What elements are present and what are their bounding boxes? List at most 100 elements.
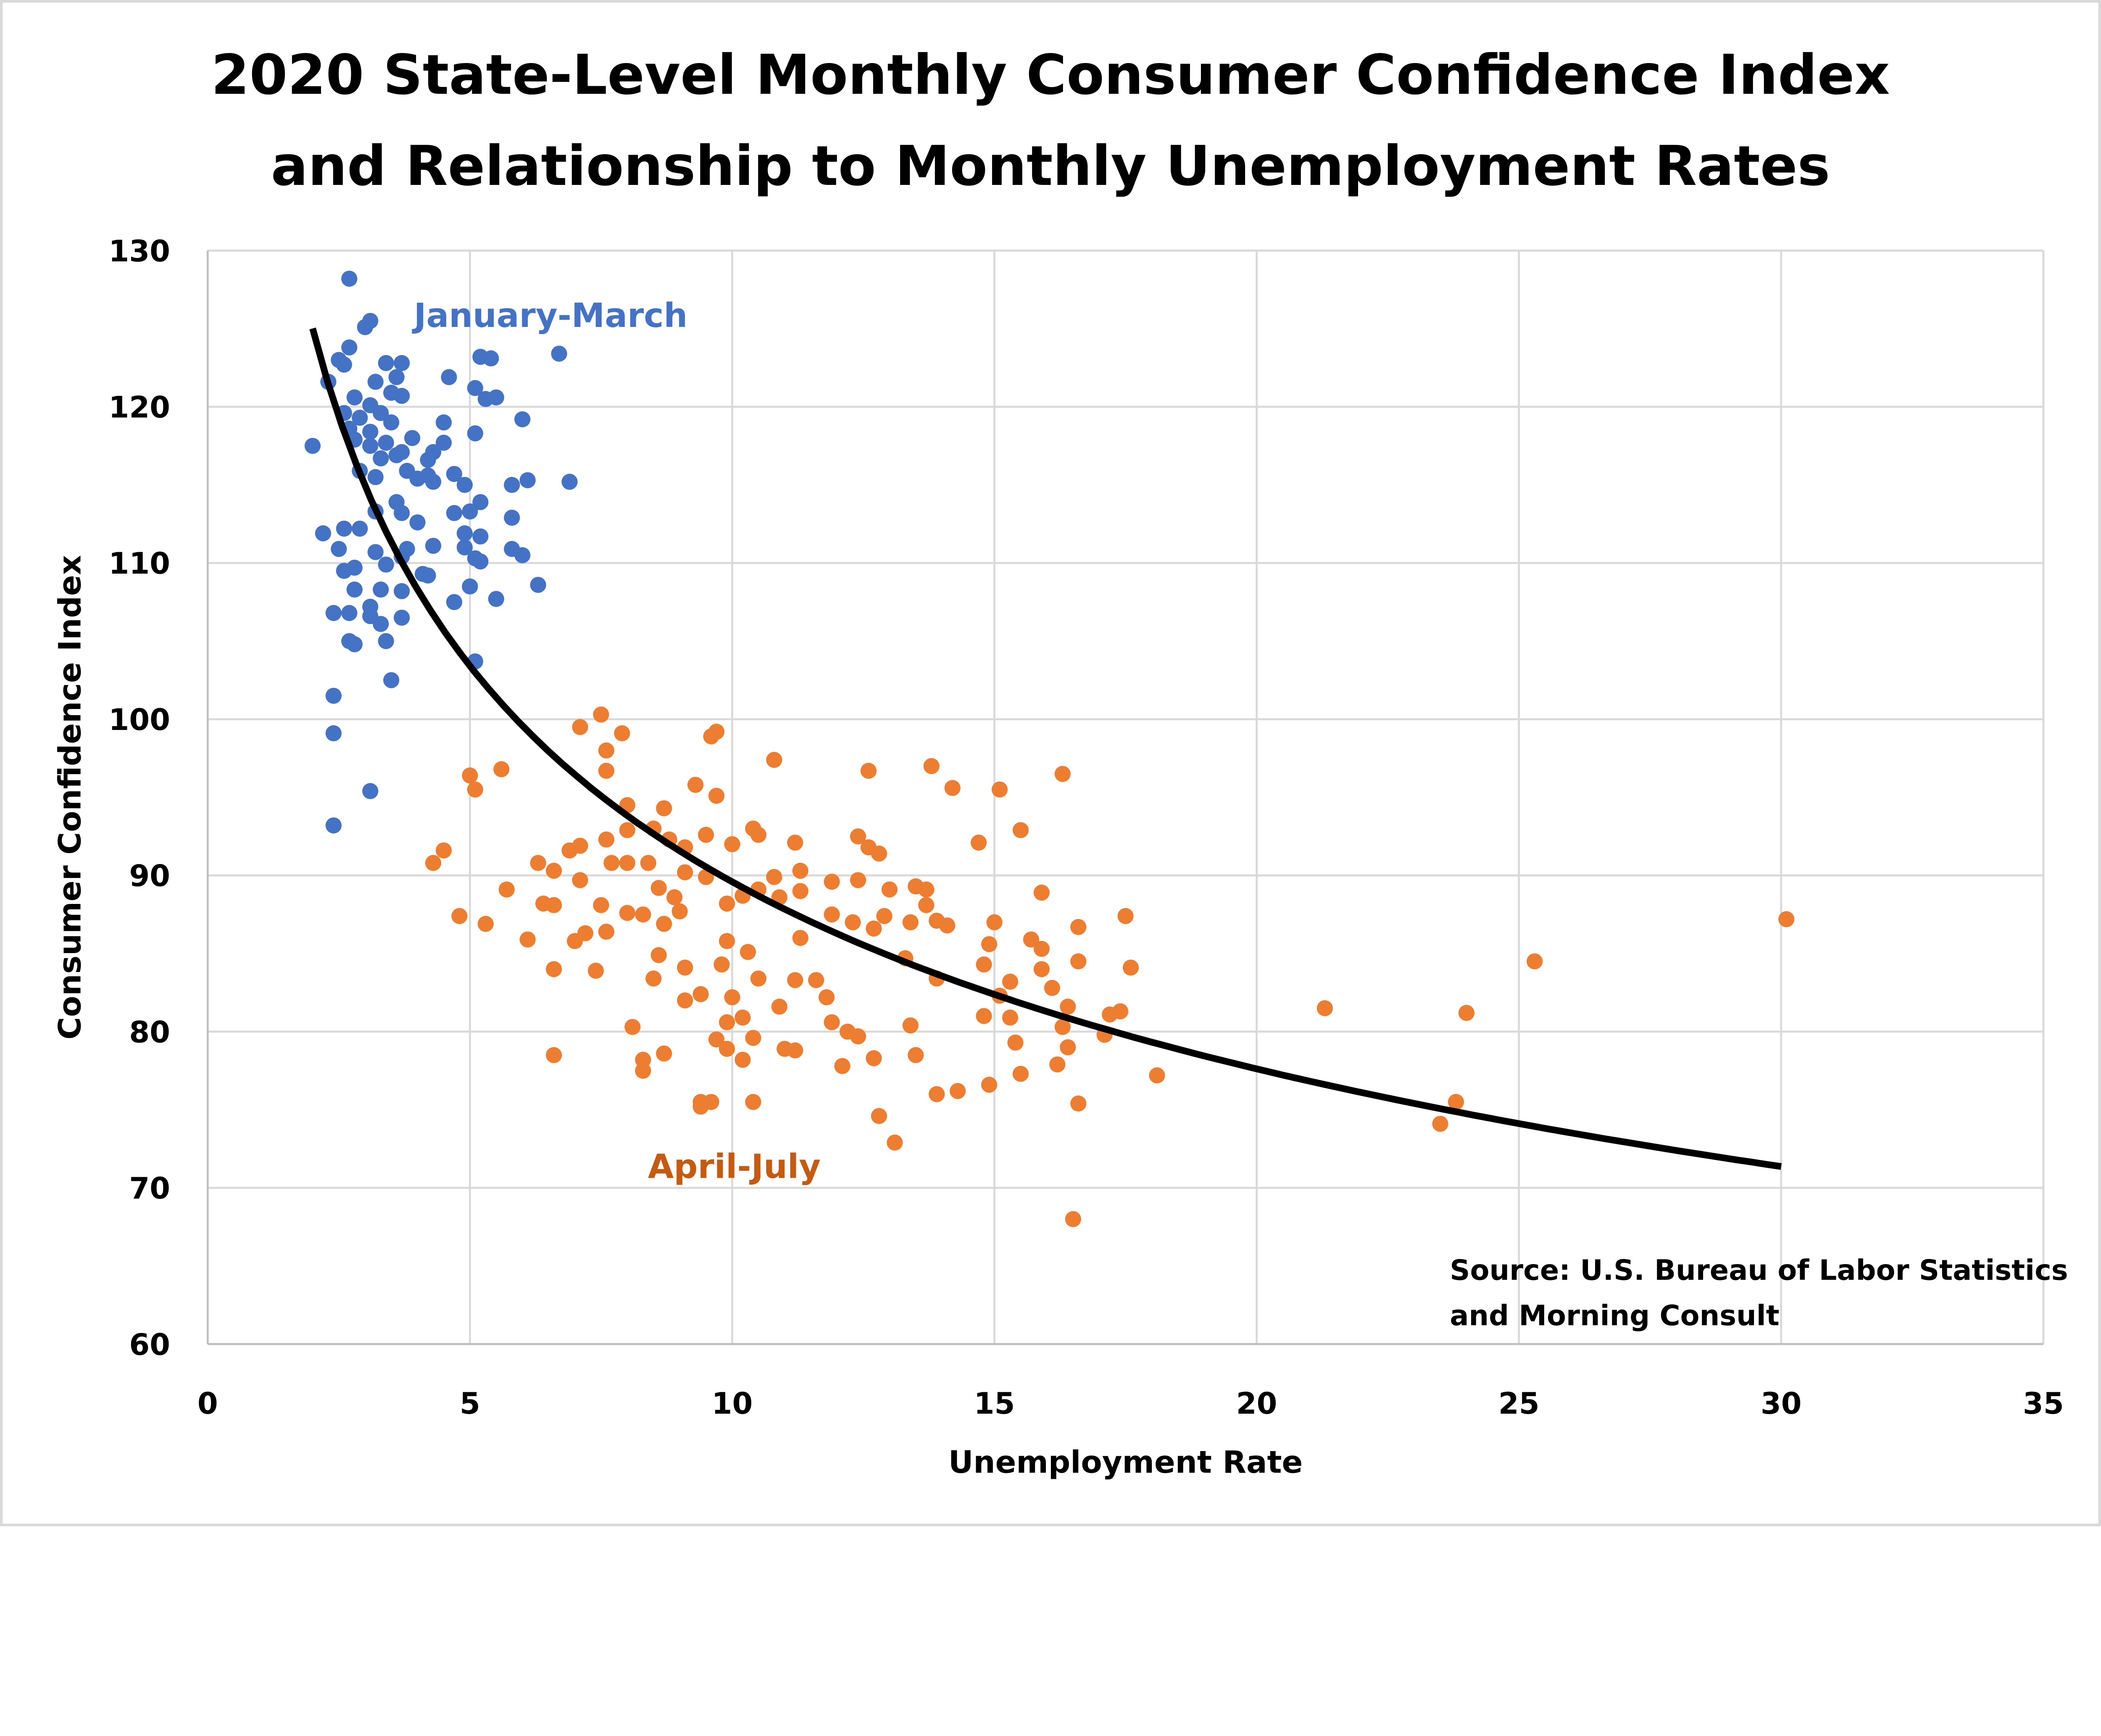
data-point-january-march [341,271,358,287]
data-point-january-march [446,505,463,521]
data-point-january-march [456,525,473,542]
data-point-april-july [1112,1003,1129,1019]
data-point-january-march [346,559,363,576]
data-point-april-july [603,855,620,871]
data-point-april-july [1316,1000,1333,1017]
data-point-april-july [923,758,940,774]
y-tick-label: 90 [129,859,170,893]
data-point-april-july [792,930,808,946]
data-point-april-july [1778,911,1795,927]
data-point-april-july [1002,973,1019,990]
data-point-april-july [1033,961,1050,977]
data-point-january-march [362,424,379,440]
data-point-april-july [866,920,882,937]
data-point-april-july [740,944,756,960]
data-point-january-march [393,609,410,626]
data-point-april-july [598,923,615,940]
data-point-april-july [824,873,840,890]
x-axis-label: Unemployment Rate [948,1444,1303,1480]
data-point-january-march [488,389,504,406]
data-point-april-july [519,931,536,948]
data-point-january-march [488,591,504,607]
data-point-april-july [640,855,656,871]
data-point-january-march [435,414,452,431]
data-point-april-july [850,872,866,888]
data-point-april-july [545,897,562,913]
data-point-april-july [991,781,1008,798]
x-tick-label: 35 [2023,1386,2064,1421]
data-point-january-march [346,636,363,653]
data-point-january-march [388,447,405,464]
data-points [304,271,1795,1228]
data-point-april-july [939,917,956,934]
data-point-january-march [441,369,457,385]
data-point-january-march [373,581,389,598]
data-point-april-july [698,827,714,843]
data-point-january-march [383,672,400,688]
data-point-april-july [881,881,898,898]
data-point-april-july [1060,1039,1076,1056]
data-point-april-july [572,838,588,854]
data-point-april-july [745,1094,761,1110]
x-tick-label: 30 [1761,1386,1802,1421]
data-point-january-march [472,528,489,545]
data-point-january-march [462,578,478,595]
x-tick-label: 15 [974,1386,1015,1421]
data-point-april-july [545,862,562,879]
gridlines [206,249,2045,1345]
data-point-april-july [1033,940,1050,957]
data-point-april-july [1054,1019,1071,1035]
data-point-january-march [383,414,400,431]
data-point-april-july [708,788,725,804]
data-point-april-july [477,916,494,932]
tick-labels: 60 70 80 90 100 110 120 130 0 5 10 15 20 25 30 35 [109,234,2064,1421]
data-point-january-march [378,556,394,573]
data-point-april-july [614,725,630,742]
data-point-april-july [850,1028,866,1045]
data-point-april-july [572,719,588,735]
chart-title-line-1: 2020 State-Level Monthly Consumer Confid… [211,43,1890,107]
data-point-january-march [367,469,384,485]
data-point-january-march [393,387,410,404]
data-point-april-july [929,1086,945,1102]
data-point-april-july [703,728,719,745]
data-point-january-march [472,553,489,570]
data-point-april-july [435,842,452,859]
data-point-april-july [624,1019,641,1035]
data-point-april-july [724,989,740,1006]
chart-border [0,0,2101,1526]
x-tick-label: 0 [197,1386,218,1421]
data-point-april-july [766,869,782,885]
data-point-january-march [456,477,473,493]
data-point-april-july [745,1030,761,1046]
data-point-april-july [902,1017,919,1034]
data-point-april-july [719,1014,735,1030]
data-point-january-march [504,477,520,493]
data-point-april-july [645,970,662,987]
data-point-april-july [1060,998,1076,1015]
data-point-april-july [619,855,635,871]
data-point-april-july [687,777,704,793]
data-point-april-july [735,1009,751,1026]
data-point-april-july [1117,908,1134,924]
data-point-january-march [519,472,536,488]
data-point-april-july [577,925,594,941]
data-point-april-july [970,834,987,851]
data-point-january-march [425,537,442,554]
data-point-april-july [976,956,992,973]
data-point-january-march [325,725,342,742]
y-tick-label: 110 [109,546,170,581]
data-point-april-july [871,1108,887,1124]
x-tick-label: 5 [460,1386,480,1421]
data-point-january-march [514,411,531,427]
data-point-april-july [598,762,615,779]
data-point-january-march [367,374,384,390]
x-tick-label: 10 [712,1386,753,1421]
data-point-april-july [724,836,740,852]
data-point-april-july [944,780,961,796]
data-point-april-july [1049,1056,1066,1073]
data-point-april-july [787,1042,803,1059]
data-point-april-july [866,1050,882,1067]
data-point-january-march [435,435,452,451]
data-point-january-march [425,474,442,490]
